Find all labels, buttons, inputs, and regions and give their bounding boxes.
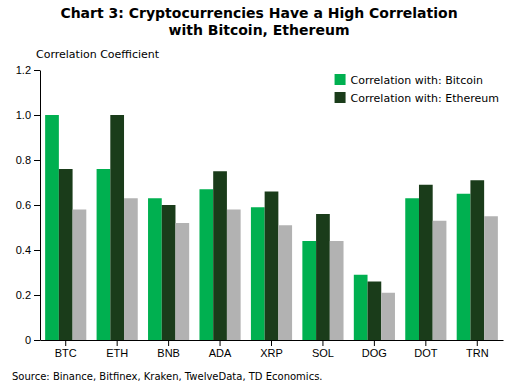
y-tick: 0.6 bbox=[16, 199, 40, 211]
legend-item: Correlation with: Bitcoin bbox=[335, 74, 483, 87]
y-tick-mark bbox=[34, 115, 40, 116]
y-tick-mark bbox=[34, 295, 40, 296]
legend: Correlation with: Bitcoin Correlation wit… bbox=[335, 74, 499, 105]
y-tick-mark bbox=[34, 205, 40, 206]
x-tick: SOL bbox=[312, 340, 334, 359]
x-tick-mark bbox=[220, 340, 221, 346]
y-tick-label: 0.2 bbox=[16, 289, 31, 301]
x-tick-mark bbox=[477, 340, 478, 346]
title: Chart 3: Cryptocurrencies Have a High Co… bbox=[60, 5, 457, 38]
x-tick-mark bbox=[168, 340, 169, 346]
bar-series bbox=[73, 198, 498, 340]
bar bbox=[175, 223, 189, 340]
y-tick-label: 0.6 bbox=[16, 199, 31, 211]
y-tick-label: 1.0 bbox=[16, 109, 31, 121]
x-tick-label: ADA bbox=[209, 347, 232, 359]
bar bbox=[354, 275, 368, 340]
bar bbox=[330, 241, 344, 340]
bar bbox=[110, 115, 124, 340]
bar bbox=[265, 192, 279, 341]
bar bbox=[199, 189, 213, 340]
x-tick-mark bbox=[65, 340, 66, 346]
bar bbox=[457, 194, 471, 340]
bar bbox=[59, 169, 73, 340]
bar bbox=[148, 198, 162, 340]
x-tick-label: BNB bbox=[157, 347, 180, 359]
bar bbox=[419, 185, 433, 340]
legend-label: Correlation with: Bitcoin bbox=[351, 74, 483, 87]
legend-item: Correlation with: Ethereum bbox=[335, 92, 499, 105]
bar bbox=[162, 205, 176, 340]
bar bbox=[368, 282, 382, 341]
source: Source: Binance, Bitfinex, Kraken, Twelv… bbox=[12, 371, 323, 382]
y-tick: 0 bbox=[25, 334, 40, 346]
legend-swatch bbox=[335, 74, 346, 85]
bar bbox=[73, 210, 87, 341]
x-tick: ADA bbox=[209, 340, 232, 359]
y-tick: 0.2 bbox=[16, 289, 40, 301]
bar bbox=[45, 115, 59, 340]
y-tick-label: 0.4 bbox=[16, 244, 31, 256]
x-tick: DOT bbox=[414, 340, 438, 359]
bar-series bbox=[59, 115, 484, 340]
y-tick: 0.8 bbox=[16, 154, 40, 166]
x-tick: ETH bbox=[106, 340, 128, 359]
bar bbox=[405, 198, 419, 340]
bar bbox=[227, 210, 241, 341]
legend-swatch bbox=[335, 92, 346, 103]
bar bbox=[302, 241, 316, 340]
y-tick: 0.4 bbox=[16, 244, 40, 256]
x-tick-label: DOG bbox=[362, 347, 387, 359]
y-tick: 1.0 bbox=[16, 109, 40, 121]
y-tick-label: 0 bbox=[25, 334, 31, 346]
x-tick: BTC bbox=[55, 340, 77, 359]
chart: Chart 3: Cryptocurrencies Have a High Co… bbox=[0, 0, 518, 386]
bar bbox=[213, 171, 227, 340]
bar bbox=[124, 198, 138, 340]
bar bbox=[97, 169, 111, 340]
y-tick-mark bbox=[34, 70, 40, 71]
x-tick: XRP bbox=[260, 340, 283, 359]
x-axis: BTC ETH BNB ADA XRP SOL DOG DOT TRN bbox=[41, 340, 504, 359]
bar bbox=[251, 207, 265, 340]
x-tick-mark bbox=[117, 340, 118, 346]
plot: 0 0.2 0.4 0.6 0.8 1.0 1.2 BTC ETH BNB ADA XRP SOL DOG… bbox=[16, 64, 504, 359]
x-tick: DOG bbox=[362, 340, 387, 359]
y-axis-line bbox=[40, 71, 41, 341]
y-tick-mark bbox=[34, 160, 40, 161]
y-axis: 0 0.2 0.4 0.6 0.8 1.0 1.2 bbox=[16, 64, 41, 346]
x-tick-label: XRP bbox=[260, 347, 283, 359]
y-axis-title: Correlation Coefficient bbox=[36, 48, 160, 61]
y-tick-label: 0.8 bbox=[16, 154, 31, 166]
x-tick-label: BTC bbox=[55, 347, 77, 359]
x-tick-label: SOL bbox=[312, 347, 334, 359]
bar bbox=[381, 293, 395, 340]
bar bbox=[433, 221, 447, 340]
y-tick-mark bbox=[34, 340, 40, 341]
bar bbox=[484, 216, 498, 340]
x-tick-label: DOT bbox=[414, 347, 438, 359]
bar bbox=[278, 225, 292, 340]
bar bbox=[316, 214, 330, 340]
legend-label: Correlation with: Ethereum bbox=[351, 92, 499, 105]
x-tick: TRN bbox=[466, 340, 489, 359]
x-tick-mark bbox=[322, 340, 323, 346]
bar-series bbox=[45, 115, 470, 340]
bars bbox=[45, 115, 498, 340]
x-tick-mark bbox=[374, 340, 375, 346]
x-tick: BNB bbox=[157, 340, 180, 359]
x-tick-mark bbox=[271, 340, 272, 346]
bar bbox=[470, 180, 484, 340]
y-tick-mark bbox=[34, 250, 40, 251]
y-tick-label: 1.2 bbox=[16, 64, 31, 76]
y-tick: 1.2 bbox=[16, 64, 40, 76]
x-tick-label: ETH bbox=[106, 347, 128, 359]
x-tick-mark bbox=[425, 340, 426, 346]
x-tick-label: TRN bbox=[466, 347, 489, 359]
